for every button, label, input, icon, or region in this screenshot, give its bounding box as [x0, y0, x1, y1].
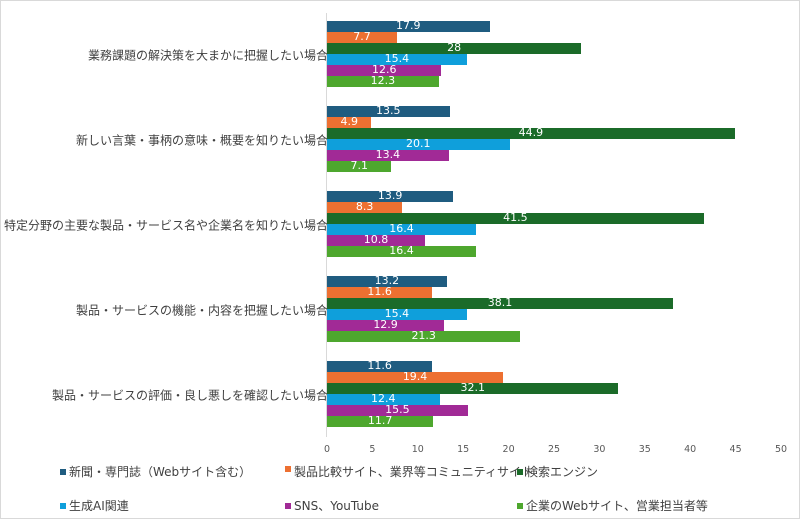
bar: 15.4: [327, 52, 467, 65]
legend-label: 検索エンジン: [526, 465, 599, 479]
legend-swatch-icon: [285, 502, 291, 509]
bar: 12.9: [327, 318, 445, 331]
bar-value-label: 12.6: [371, 63, 397, 76]
bar-value-label: 11.7: [367, 414, 393, 427]
bar-value-label: 13.9: [377, 189, 403, 202]
x-tick: 50: [774, 444, 788, 455]
legend-label: 製品比較サイト、業界等コミュニティサイト: [294, 465, 534, 479]
legend-item-comparison-sites: 製品比較サイト、業界等コミュニティサイト: [285, 463, 533, 480]
x-tick: 20: [502, 444, 515, 455]
bar: 15.5: [327, 403, 468, 416]
bar-value-label: 10.8: [363, 233, 389, 246]
bar: 32.1: [327, 381, 619, 394]
bar-value-label: 20.1: [406, 137, 431, 150]
bar-value-label: 17.9: [396, 19, 421, 32]
legend-swatch-icon: [285, 466, 291, 472]
bar-value-label: 11.6: [367, 285, 392, 298]
legend-swatch-icon: [60, 502, 66, 509]
bar-value-label: 11.6: [367, 359, 392, 372]
legend-item-search-engine: 検索エンジン: [517, 463, 598, 480]
bar-value-label: 8.3: [355, 200, 374, 213]
bar-value-label: 21.3: [411, 329, 436, 342]
bar: 41.5: [327, 211, 704, 224]
bar: 15.4: [327, 307, 467, 320]
bar: 16.4: [327, 222, 476, 235]
bar-value-label: 15.5: [385, 403, 410, 416]
bar: 19.4: [327, 370, 504, 383]
bar: 11.6: [327, 359, 433, 372]
bar-value-label: 13.4: [375, 148, 401, 161]
x-tick: 0: [323, 444, 331, 455]
bar: 38.1: [327, 296, 673, 309]
x-tick: 35: [638, 444, 651, 455]
bar: 13.2: [327, 274, 447, 287]
bar-value-label: 12.9: [373, 318, 398, 331]
bar: 12.6: [327, 63, 442, 76]
legend-item-newspapers: 新聞・専門誌（Webサイト含む）: [60, 463, 251, 480]
bar: 11.6: [327, 285, 433, 298]
category-label: 業務課題の解決策を大まかに把握したい場合: [87, 48, 328, 63]
bar: 12.3: [327, 74, 439, 87]
bar-value-label: 16.4: [389, 222, 414, 235]
bar: 13.9: [327, 189, 454, 202]
category-label: 製品・サービスの評価・良し悪しを確認したい場合: [51, 388, 328, 403]
bar-value-label: 7.7: [353, 30, 371, 43]
bar: 21.3: [327, 329, 521, 342]
x-tick: 10: [411, 444, 424, 455]
bar: 7.7: [327, 30, 397, 43]
legend-label: SNS、YouTube: [294, 499, 380, 513]
bar: 13.5: [327, 104, 450, 117]
category-axis-line: [326, 13, 327, 437]
category-label: 製品・サービスの機能・内容を把握したい場合: [75, 303, 328, 318]
bar: 8.3: [327, 200, 403, 213]
x-tick: 30: [593, 444, 606, 455]
x-tick: 25: [547, 444, 561, 455]
x-tick: 15: [457, 444, 470, 455]
legend-label: 企業のWebサイト、営業担当者等: [526, 499, 708, 513]
bar: 44.9: [327, 126, 735, 139]
bar-value-label: 12.4: [371, 392, 396, 405]
legend-item-company-websites: 企業のWebサイト、営業担当者等: [517, 497, 708, 514]
bar: 16.4: [327, 244, 476, 257]
bar-value-label: 4.9: [340, 115, 358, 128]
category-label: 新しい言葉・事柄の意味・概要を知りたい場合: [75, 133, 328, 148]
legend-swatch-icon: [517, 502, 523, 509]
bar-value-label: 7.1: [350, 159, 368, 172]
legend-label: 生成AI関連: [69, 499, 129, 513]
bar-value-label: 12.3: [370, 74, 396, 87]
bar-value-label: 41.5: [503, 211, 528, 224]
legend-item-generative-ai: 生成AI関連: [60, 497, 129, 514]
category-label: 特定分野の主要な製品・サービス名や企業名を知りたい場合: [3, 218, 328, 233]
bar-value-label: 28: [447, 41, 462, 54]
bar-value-label: 13.5: [376, 104, 401, 117]
legend-swatch-icon: [60, 468, 66, 475]
bar-value-label: 44.9: [518, 126, 544, 139]
bar-value-label: 32.1: [460, 381, 485, 394]
bar: 11.7: [327, 414, 434, 427]
x-tick: 45: [729, 444, 742, 455]
bar-value-label: 13.2: [374, 274, 400, 287]
bar: 20.1: [327, 137, 510, 150]
bar: 13.4: [327, 148, 449, 161]
bar-value-label: 38.1: [487, 296, 513, 309]
bar-value-label: 19.4: [402, 370, 428, 383]
bar-value-label: 16.4: [389, 244, 414, 257]
bar-value-label: 15.4: [384, 307, 410, 320]
bar-value-label: 15.4: [384, 52, 410, 65]
x-tick: 5: [369, 444, 376, 455]
bar: 7.1: [327, 159, 392, 172]
legend-item-sns-youtube: SNS、YouTube: [285, 497, 379, 514]
legend-label: 新聞・専門誌（Webサイト含む）: [69, 465, 252, 479]
bar: 17.9: [327, 19, 490, 32]
x-tick: 40: [684, 444, 697, 455]
legend-swatch-icon: [517, 468, 523, 475]
bar: 10.8: [327, 233, 426, 246]
bar: 28: [327, 41, 582, 54]
bar: 4.9: [327, 115, 372, 128]
bar: 12.4: [327, 392, 440, 405]
